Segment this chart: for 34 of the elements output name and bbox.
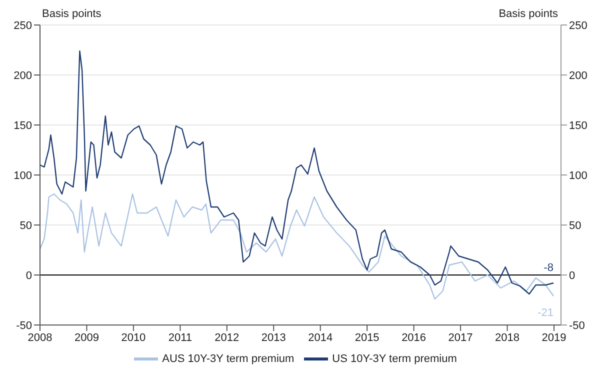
- x-tick-label: 2012: [214, 332, 240, 344]
- y2-tick-label: 200: [569, 70, 588, 82]
- x-tick-label: 2009: [74, 332, 99, 344]
- x-tick-label: 2008: [28, 332, 52, 344]
- line-series: [40, 193, 554, 300]
- x-tick-label: 2016: [402, 332, 426, 344]
- y2-tick-label: 50: [569, 220, 582, 232]
- x-tick-label: 2018: [495, 332, 520, 344]
- y2-tick-label: 250: [569, 20, 588, 32]
- y2-tick-label: -50: [569, 320, 585, 332]
- x-tick-label: 2015: [354, 332, 380, 344]
- line-series: [40, 50, 554, 295]
- y-axis-title: Basis points: [42, 8, 102, 20]
- y-tick-label: -50: [16, 320, 32, 332]
- y2-axis-title: Basis points: [498, 8, 558, 20]
- legend-label: AUS 10Y-3Y term premium: [162, 352, 294, 365]
- annotation: -21: [538, 306, 554, 319]
- x-tick-label: 2014: [308, 332, 333, 344]
- x-tick-label: 2013: [261, 332, 286, 344]
- y-tick-label: 0: [26, 270, 32, 282]
- y-tick-label: 100: [14, 170, 32, 182]
- y-tick-label: 200: [14, 70, 32, 82]
- y2-tick-label: 100: [569, 170, 588, 182]
- y-tick-label: 50: [20, 220, 32, 232]
- annotation: -8: [544, 262, 554, 274]
- y-tick-label: 150: [14, 120, 32, 132]
- x-tick-label: 2011: [168, 332, 192, 344]
- x-tick-label: 2010: [121, 332, 146, 344]
- x-tick-label: 2017: [448, 332, 473, 344]
- y-tick-label: 250: [14, 20, 32, 32]
- y2-tick-label: 0: [569, 270, 576, 282]
- legend-label: US 10Y-3Y term premium: [332, 352, 457, 365]
- y2-tick-label: 150: [569, 120, 588, 132]
- x-tick-label: 2019: [542, 332, 566, 344]
